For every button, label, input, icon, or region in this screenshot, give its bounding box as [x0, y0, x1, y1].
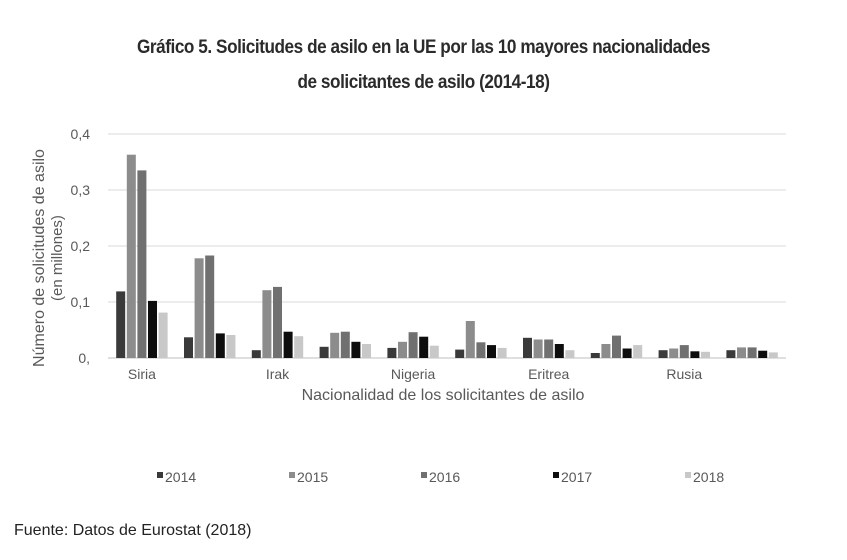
legend: 2014 2015 2016 2017 2018 — [157, 469, 724, 485]
legend-swatch-2016 — [421, 472, 427, 478]
x-tick-label-0: Siria — [128, 366, 156, 382]
bar-2016-6 — [544, 339, 554, 358]
x-axis-title: Nacionalidad de los solicitantes de asil… — [302, 387, 585, 404]
bar-2014-3 — [319, 346, 329, 358]
bar-2016-1 — [205, 255, 215, 358]
bar-2015-4 — [398, 341, 407, 358]
y-axis-title-line-2: (en millones) — [49, 215, 66, 301]
bar-2016-7 — [612, 335, 621, 358]
bars — [116, 154, 778, 358]
bar-2015-1 — [194, 258, 204, 358]
y-tick-label: 0,4 — [71, 126, 91, 142]
legend-label-2018: 2018 — [693, 469, 724, 485]
bar-2015-6 — [533, 339, 543, 358]
bar-2014-1 — [184, 337, 193, 358]
y-tick-label: 0, — [78, 350, 90, 366]
bar-2015-5 — [465, 321, 475, 358]
legend-swatch-2014 — [157, 472, 163, 478]
bar-2014-7 — [590, 353, 600, 358]
x-axis-ticks: Siria Irak Nigeria Eritrea Rusia — [128, 366, 703, 382]
bar-2014-9 — [726, 350, 736, 358]
bar-2016-4 — [408, 332, 418, 358]
y-tick-label: 0,1 — [71, 294, 91, 310]
bar-2015-7 — [601, 344, 611, 358]
bar-2017-5 — [487, 345, 496, 358]
x-tick-label-8: Rusia — [666, 366, 702, 382]
source-note: Fuente: Datos de Eurostat (2018) — [14, 522, 252, 539]
y-axis-ticks: 0, 0,1 0,2 0,3 0,4 — [71, 126, 91, 366]
bar-2018-0 — [158, 312, 168, 358]
chart-title-line-2: de solicitantes de asilo (2014-18) — [297, 71, 550, 93]
y-tick-label: 0,3 — [71, 182, 91, 198]
bar-2017-7 — [622, 348, 632, 358]
legend-swatch-2017 — [553, 472, 559, 478]
legend-swatch-2018 — [685, 472, 691, 478]
bar-2017-9 — [758, 350, 768, 358]
bar-2018-8 — [701, 351, 710, 358]
bar-2017-8 — [690, 351, 700, 358]
y-tick-label: 0,2 — [71, 238, 91, 254]
bar-2016-2 — [273, 286, 282, 358]
x-tick-label-4: Nigeria — [391, 366, 436, 382]
bar-2017-4 — [419, 336, 429, 358]
y-axis-title-line-1: Número de solicitudes de asilo — [31, 149, 48, 367]
bar-2016-0 — [137, 170, 147, 358]
bar-2014-4 — [387, 347, 397, 358]
legend-swatch-2015 — [289, 472, 295, 478]
bar-2018-9 — [768, 352, 778, 358]
bar-2014-5 — [455, 349, 465, 358]
bar-2018-6 — [565, 350, 575, 358]
y-axis-title: Número de solicitudes de asilo (en millo… — [31, 149, 66, 367]
bar-2018-3 — [362, 344, 371, 358]
bar-2015-2 — [262, 290, 272, 358]
legend-label-2015: 2015 — [297, 469, 328, 485]
bar-2017-3 — [351, 341, 361, 358]
bar-2015-8 — [669, 348, 679, 358]
legend-label-2017: 2017 — [561, 469, 592, 485]
bar-2016-5 — [476, 342, 486, 358]
bar-2015-3 — [330, 332, 340, 358]
bar-2014-6 — [523, 337, 532, 358]
bar-2018-7 — [633, 345, 643, 358]
bar-2015-9 — [737, 347, 746, 358]
x-tick-label-6: Eritrea — [528, 366, 569, 382]
bar-2014-0 — [116, 291, 126, 358]
bar-2016-9 — [747, 347, 757, 358]
bar-2016-8 — [679, 345, 689, 358]
chart-title-line-1: Gráfico 5. Solicitudes de asilo en la UE… — [136, 36, 711, 58]
bar-chart: 0, 0,1 0,2 0,3 0,4 Siria Irak Nigeria Eritrea Ru… — [31, 126, 786, 485]
bar-2017-6 — [554, 344, 564, 358]
bar-2016-3 — [340, 331, 350, 358]
bar-2015-0 — [126, 154, 136, 358]
bar-2014-2 — [251, 350, 261, 358]
x-tick-label-2: Irak — [266, 366, 290, 382]
legend-label-2016: 2016 — [429, 469, 460, 485]
bar-2017-0 — [148, 300, 157, 358]
bar-2018-4 — [429, 345, 439, 358]
bar-2014-8 — [658, 350, 668, 358]
bar-2018-5 — [497, 347, 507, 358]
bar-2017-1 — [215, 333, 225, 358]
bar-2018-1 — [226, 335, 236, 358]
legend-label-2014: 2014 — [165, 469, 196, 485]
bar-2017-2 — [283, 331, 293, 358]
bar-2018-2 — [294, 336, 304, 358]
